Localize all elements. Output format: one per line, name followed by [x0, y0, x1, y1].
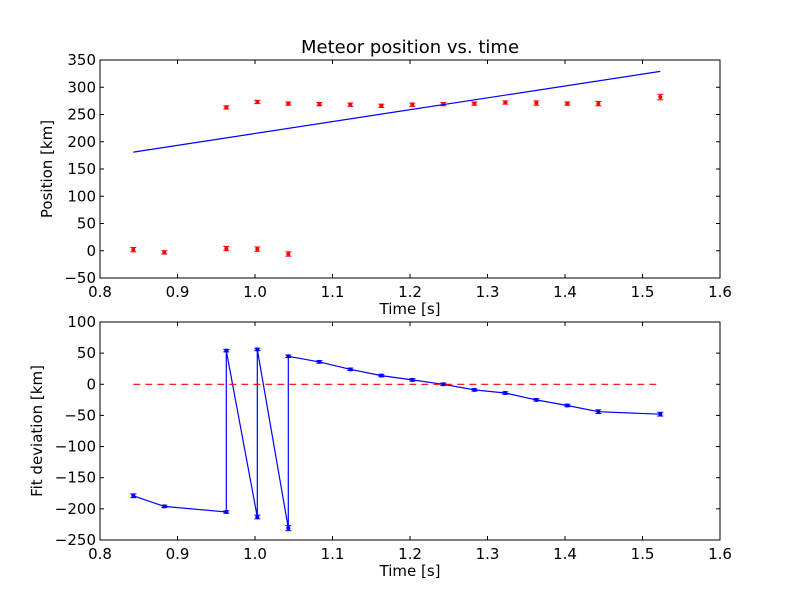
position-x-tick-label: 1.3: [476, 283, 500, 301]
position-y-tick-label: 150: [67, 160, 96, 178]
position-x-tick-label: 1.0: [243, 283, 267, 301]
position-data-point: [255, 247, 260, 252]
deviation-data-point: [441, 382, 446, 387]
deviation-data-point: [472, 387, 477, 392]
deviation-data-point: [410, 377, 415, 382]
position-panel: Meteor position vs. time Time [s] Positi…: [38, 37, 732, 318]
deviation-y-axis-label: Fit deviation [km]: [28, 365, 46, 497]
position-data-point: [379, 103, 384, 108]
deviation-data-point: [379, 373, 384, 378]
deviation-x-tick-label: 1.6: [708, 545, 732, 563]
position-y-tick-label: 250: [67, 106, 96, 124]
deviation-data-point: [131, 493, 136, 498]
position-data-point: [472, 101, 477, 106]
deviation-x-tick-label: 1.5: [631, 545, 655, 563]
position-data-point: [286, 101, 291, 106]
deviation-y-tick-label: 50: [77, 344, 96, 362]
position-data-point: [348, 102, 353, 107]
position-y-tick-label: 50: [77, 215, 96, 233]
deviation-data-point: [317, 359, 322, 364]
position-data-point: [596, 101, 601, 106]
deviation-y-tick-label: 100: [67, 313, 96, 331]
deviation-y-tick-label: 0: [86, 375, 96, 393]
position-data-point: [162, 250, 167, 255]
deviation-data-point: [534, 397, 539, 402]
position-x-tick-label: 0.8: [88, 283, 112, 301]
position-x-tick-label: 0.9: [166, 283, 190, 301]
deviation-y-tick-label: −250: [55, 531, 96, 549]
deviation-data-point: [224, 509, 229, 514]
position-data-point: [224, 246, 229, 251]
deviation-data-point: [658, 412, 663, 417]
deviation-y-tick-label: −100: [55, 438, 96, 456]
deviation-data-point: [162, 504, 167, 509]
position-data-point: [131, 247, 136, 252]
deviation-data-point: [503, 391, 508, 396]
deviation-x-tick-label: 0.8: [88, 545, 112, 563]
deviation-data-point: [255, 514, 260, 519]
position-y-tick-label: 300: [67, 78, 96, 96]
position-x-tick-label: 1.6: [708, 283, 732, 301]
position-data-point: [534, 101, 539, 106]
chart-title: Meteor position vs. time: [301, 37, 519, 58]
deviation-data-point: [286, 354, 291, 359]
position-x-axis-label: Time [s]: [379, 300, 441, 318]
deviation-x-tick-label: 1.0: [243, 545, 267, 563]
position-data-point: [410, 102, 415, 107]
deviation-x-tick-label: 1.4: [553, 545, 577, 563]
deviation-x-axis-label: Time [s]: [379, 562, 441, 580]
position-y-tick-label: 100: [67, 187, 96, 205]
deviation-x-tick-label: 1.3: [476, 545, 500, 563]
position-y-tick-label: −50: [64, 269, 96, 287]
deviation-x-tick-label: 0.9: [166, 545, 190, 563]
deviation-x-tick-label: 1.1: [321, 545, 345, 563]
position-data-point: [286, 252, 291, 257]
deviation-data-point: [596, 409, 601, 414]
deviation-y-tick-label: −50: [64, 406, 96, 424]
fit-line: [133, 70, 661, 153]
deviation-data-point: [565, 403, 570, 408]
position-data-point: [317, 102, 322, 107]
position-plot-area: [130, 70, 664, 257]
deviation-x-tick-label: 1.2: [398, 545, 422, 563]
position-y-tick-label: 200: [67, 133, 96, 151]
position-x-tick-label: 1.1: [321, 283, 345, 301]
deviation-data-point: [286, 526, 291, 531]
position-data-point: [255, 99, 260, 104]
position-y-tick-label: 0: [86, 242, 96, 260]
position-data-point: [503, 100, 508, 105]
position-x-tick-label: 1.2: [398, 283, 422, 301]
deviation-y-tick-label: −200: [55, 500, 96, 518]
position-data-point: [565, 101, 570, 106]
deviation-y-tick-label: −150: [55, 469, 96, 487]
position-x-tick-label: 1.5: [631, 283, 655, 301]
deviation-data-point: [224, 348, 229, 353]
deviation-data-point: [348, 367, 353, 372]
deviation-plot-area: [130, 347, 664, 532]
position-y-axis-label: Position [km]: [38, 120, 56, 218]
position-data-point: [658, 95, 663, 100]
position-data-point: [224, 105, 229, 110]
position-y-tick-label: 350: [67, 51, 96, 69]
deviation-panel: Time [s] Fit deviation [km] 0.8 0.9 1.0 1.1…: [28, 313, 732, 580]
deviation-data-point: [255, 347, 260, 352]
position-x-tick-label: 1.4: [553, 283, 577, 301]
